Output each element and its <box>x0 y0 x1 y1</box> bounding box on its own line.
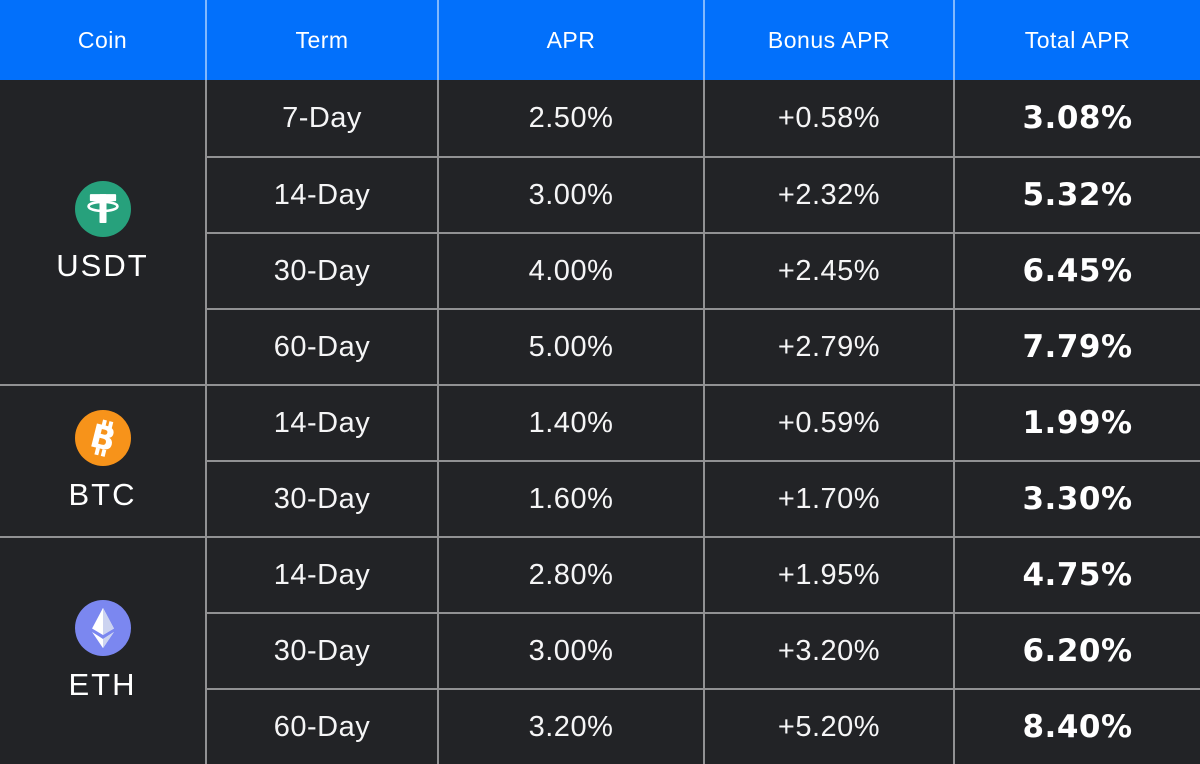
apr-cell: 4.00% <box>437 232 703 308</box>
coin-cell-eth: ETH <box>0 536 205 764</box>
bonus-apr-cell: +2.45% <box>703 232 953 308</box>
bonus-apr-cell: +2.79% <box>703 308 953 384</box>
term-cell: 30-Day <box>205 612 437 688</box>
term-cell: 14-Day <box>205 156 437 232</box>
coin-cell-usdt: USDT <box>0 80 205 384</box>
total-apr-cell: 3.08% <box>953 80 1200 156</box>
total-apr-cell: 6.20% <box>953 612 1200 688</box>
apr-cell: 5.00% <box>437 308 703 384</box>
header-total-apr: Total APR <box>953 0 1200 80</box>
apr-cell: 2.50% <box>437 80 703 156</box>
coin-label: BTC <box>68 476 137 512</box>
header-bonus-apr: Bonus APR <box>703 0 953 80</box>
bonus-apr-cell: +3.20% <box>703 612 953 688</box>
bonus-apr-cell: +1.70% <box>703 460 953 536</box>
term-cell: 60-Day <box>205 308 437 384</box>
total-apr-cell: 8.40% <box>953 688 1200 764</box>
bonus-apr-cell: +0.58% <box>703 80 953 156</box>
total-apr-cell: 6.45% <box>953 232 1200 308</box>
coin-cell-btc: B BTC <box>0 384 205 536</box>
total-apr-cell: 7.79% <box>953 308 1200 384</box>
total-apr-cell: 5.32% <box>953 156 1200 232</box>
bonus-apr-cell: +1.95% <box>703 536 953 612</box>
total-apr-cell: 3.30% <box>953 460 1200 536</box>
apr-cell: 2.80% <box>437 536 703 612</box>
header-coin: Coin <box>0 0 205 80</box>
term-cell: 7-Day <box>205 80 437 156</box>
bonus-apr-cell: +0.59% <box>703 384 953 460</box>
bitcoin-icon: B <box>74 409 131 466</box>
term-cell: 14-Day <box>205 384 437 460</box>
apr-cell: 1.40% <box>437 384 703 460</box>
term-cell: 30-Day <box>205 232 437 308</box>
term-cell: 30-Day <box>205 460 437 536</box>
apr-cell: 3.00% <box>437 612 703 688</box>
apr-cell: 1.60% <box>437 460 703 536</box>
coin-label: USDT <box>56 247 149 283</box>
apr-cell: 3.00% <box>437 156 703 232</box>
tether-icon <box>74 180 131 237</box>
coin-label: ETH <box>68 666 137 702</box>
apr-cell: 3.20% <box>437 688 703 764</box>
term-cell: 60-Day <box>205 688 437 764</box>
term-cell: 14-Day <box>205 536 437 612</box>
ethereum-icon <box>74 599 131 656</box>
bonus-apr-cell: +5.20% <box>703 688 953 764</box>
total-apr-cell: 1.99% <box>953 384 1200 460</box>
bonus-apr-cell: +2.32% <box>703 156 953 232</box>
header-term: Term <box>205 0 437 80</box>
total-apr-cell: 4.75% <box>953 536 1200 612</box>
header-apr: APR <box>437 0 703 80</box>
